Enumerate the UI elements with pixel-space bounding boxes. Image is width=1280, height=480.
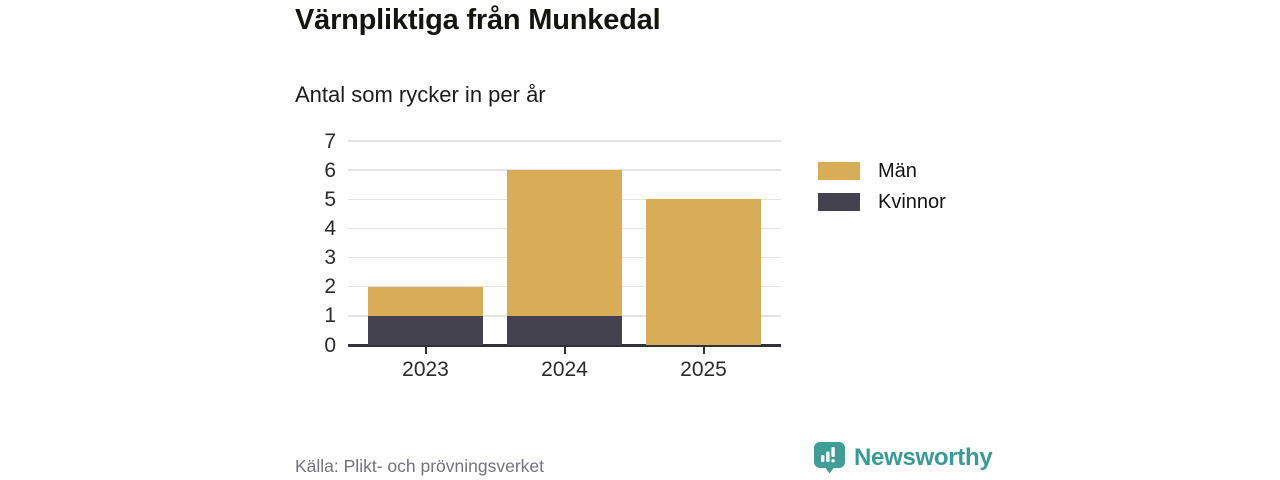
legend-label-män: Män (878, 160, 917, 182)
y-axis-label: 5 (324, 187, 336, 211)
chart-title: Värnpliktiga från Munkedal (295, 4, 661, 36)
x-axis-label-2025: 2025 (680, 358, 727, 381)
newsworthy-logo: Newsworthy (813, 441, 993, 474)
newsworthy-wordmark: Newsworthy (854, 444, 993, 471)
chart-legend: Män Kvinnor (818, 160, 946, 213)
y-axis-label: 7 (324, 129, 336, 153)
y-axis-label: 2 (324, 275, 336, 299)
x-axis-label-2024: 2024 (541, 358, 588, 381)
x-axis-tick-2025 (702, 346, 705, 354)
x-axis-tick-2024 (563, 346, 566, 354)
y-axis-label: 0 (324, 333, 336, 357)
bar-segment-kvinnor-2024 (507, 315, 622, 345)
bar-segment-kvinnor-2023 (368, 315, 483, 345)
x-axis-line (348, 344, 781, 347)
bar-segment-män-2024 (507, 170, 622, 316)
x-axis-tick-2023 (424, 346, 427, 354)
gridline-y7 (348, 140, 781, 142)
y-axis-label: 4 (324, 216, 336, 240)
y-axis-label: 3 (324, 246, 336, 270)
bar-segment-män-2025 (646, 199, 761, 345)
x-axis-label-2023: 2023 (402, 358, 449, 381)
y-axis-label: 6 (324, 158, 336, 182)
newsworthy-bubble-chart-icon (813, 441, 846, 474)
legend-swatch-kvinnor (818, 193, 860, 211)
legend-item-män: Män (818, 160, 946, 182)
source-note: Källa: Plikt- och prövningsverket (295, 456, 544, 476)
legend-label-kvinnor: Kvinnor (878, 191, 946, 213)
legend-swatch-män (818, 162, 860, 180)
bar-segment-män-2023 (368, 286, 483, 316)
chart-subtitle: Antal som rycker in per år (295, 82, 546, 107)
legend-item-kvinnor: Kvinnor (818, 191, 946, 213)
y-axis-label: 1 (324, 304, 336, 328)
